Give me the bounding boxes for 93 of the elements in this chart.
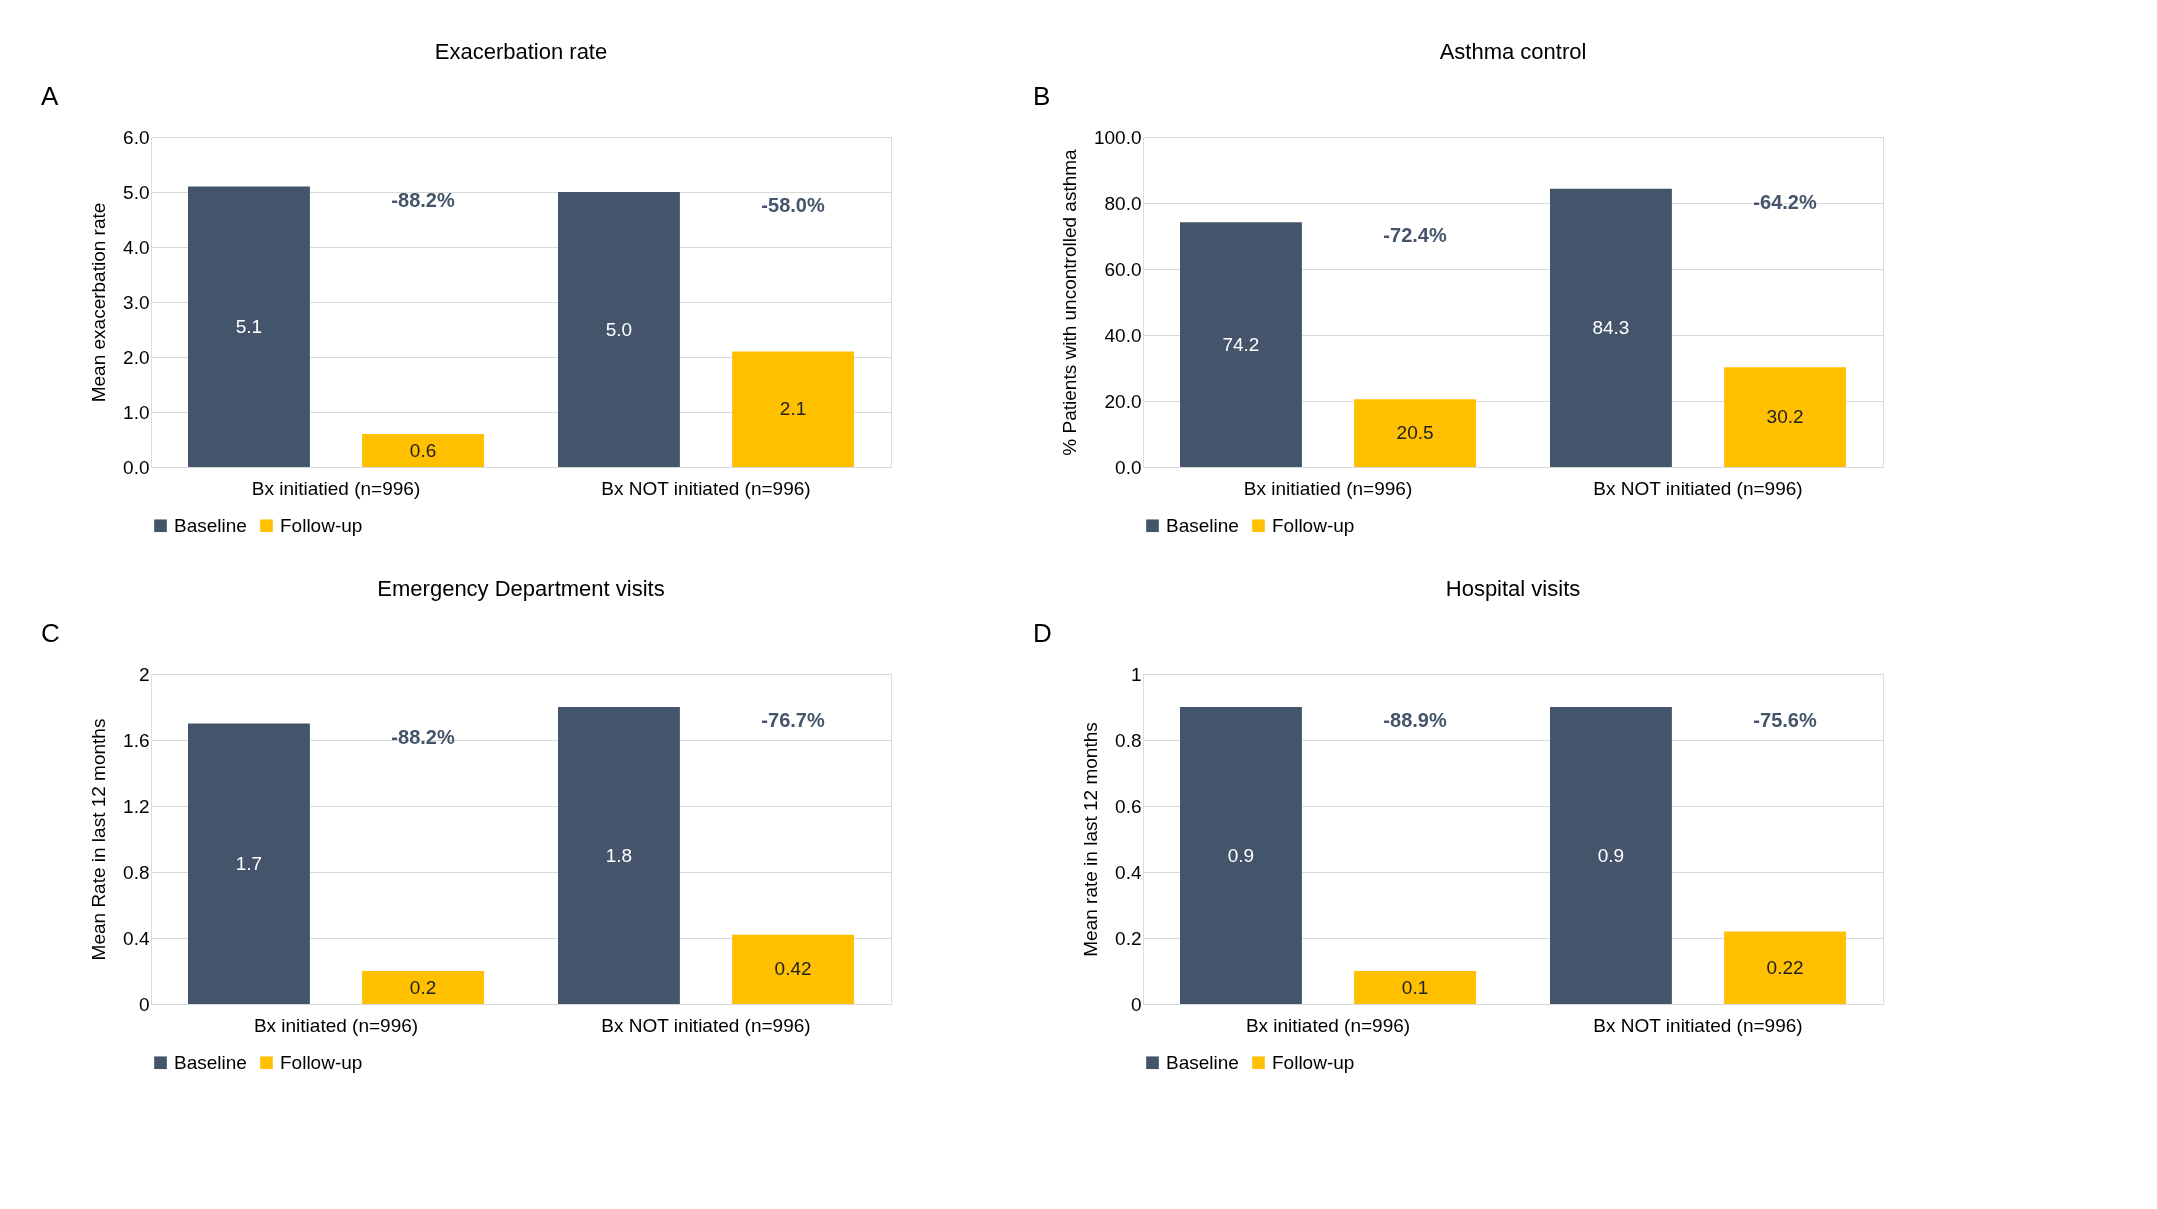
- data-label: 0.42: [774, 958, 812, 980]
- text: B: [1033, 81, 1051, 111]
- legend-label: Follow-up: [280, 1051, 363, 1073]
- y-tick-label: 0: [1130, 993, 1142, 1015]
- y-tick-label: 0.0: [1115, 456, 1142, 478]
- y-tick-label: 6.0: [123, 126, 150, 148]
- legend-label: Follow-up: [1272, 514, 1355, 536]
- annotation: -58.0%: [761, 194, 825, 216]
- bar: [1724, 931, 1846, 1004]
- data-label: 5.0: [605, 318, 633, 340]
- y-axis-title: Mean Rate in last 12 months: [88, 718, 110, 961]
- y-tick-label: 0.8: [123, 861, 150, 883]
- x-tick-label: Bx NOT initiated (n=996): [1593, 477, 1803, 499]
- bar: [1724, 367, 1846, 467]
- data-label: 1.8: [605, 844, 633, 866]
- bar: [1180, 222, 1302, 467]
- legend-label: Baseline: [1166, 514, 1239, 536]
- data-label: 0.2: [409, 976, 437, 998]
- x-tick-label: Bx initiated (n=996): [253, 1014, 419, 1036]
- data-label: 84.3: [1592, 316, 1630, 338]
- legend-label: Follow-up: [1272, 1051, 1355, 1073]
- data-label: 0.22: [1766, 956, 1804, 978]
- bar: [732, 351, 854, 467]
- text: A: [41, 81, 59, 111]
- data-label: 2.1: [779, 398, 807, 420]
- legend-label: Baseline: [1166, 1051, 1239, 1073]
- y-axis-title: % Patients with uncontrolled asthma: [1058, 148, 1080, 456]
- data-label: 1.7: [235, 852, 263, 874]
- chart-title: Asthma control: [1439, 39, 1587, 64]
- data-label: 30.2: [1766, 406, 1804, 428]
- y-tick-label: 1.6: [123, 729, 150, 751]
- data-label: 0.9: [1597, 844, 1625, 866]
- y-tick-label: 0.6: [1115, 795, 1142, 817]
- y-tick-label: 2.0: [123, 346, 150, 368]
- bar: [1550, 188, 1672, 467]
- data-label: 20.5: [1396, 422, 1434, 444]
- y-tick-label: 3.0: [123, 291, 150, 313]
- text: C: [41, 618, 60, 648]
- y-tick-label: 2: [138, 663, 150, 685]
- annotation: -88.2%: [391, 188, 455, 211]
- chart-title: Exacerbation rate: [434, 39, 608, 64]
- y-tick-label: 40.0: [1104, 324, 1142, 346]
- y-tick-label: 60.0: [1104, 258, 1142, 280]
- data-label: 5.1: [235, 315, 263, 337]
- x-tick-label: Bx initiatied (n=996): [251, 477, 421, 499]
- x-tick-label: Bx NOT initiated (n=996): [1593, 1014, 1803, 1036]
- y-axis-title: Mean rate in last 12 months: [1080, 722, 1102, 957]
- data-label: 74.2: [1222, 333, 1260, 355]
- y-tick-label: 80.0: [1104, 192, 1142, 214]
- y-tick-label: 0.0: [123, 456, 150, 478]
- x-tick-label: Bx NOT initiated (n=996): [601, 1014, 811, 1036]
- annotation: -88.2%: [391, 725, 455, 748]
- x-tick-label: Bx initiatied (n=996): [1243, 477, 1413, 499]
- y-tick-label: 5.0: [123, 181, 150, 203]
- annotation: -64.2%: [1753, 190, 1817, 213]
- bar: [732, 934, 854, 1004]
- legend-label: Baseline: [174, 1051, 247, 1073]
- chart-title: Hospital visits: [1445, 576, 1581, 601]
- legend-label: Baseline: [174, 514, 247, 536]
- data-label: 0.6: [409, 439, 437, 461]
- annotation: -75.6%: [1753, 709, 1817, 731]
- bar: [1180, 707, 1302, 1004]
- y-axis-title: Mean exacerbation rate: [88, 202, 110, 403]
- bar: [558, 707, 680, 1004]
- y-tick-label: 0.4: [1115, 861, 1142, 883]
- annotation: -72.4%: [1383, 224, 1447, 247]
- y-tick-label: 20.0: [1104, 390, 1142, 412]
- y-tick-label: 1.0: [123, 401, 150, 423]
- y-tick-label: 1: [1130, 663, 1142, 685]
- bar: [1354, 971, 1476, 1004]
- bar: [558, 192, 680, 467]
- bar: [188, 723, 310, 1004]
- bar: [1354, 399, 1476, 467]
- bar: [188, 186, 310, 467]
- data-label: 0.9: [1227, 844, 1255, 866]
- annotation: -88.9%: [1383, 709, 1447, 731]
- y-tick-label: 0.8: [1115, 729, 1142, 751]
- bar: [362, 434, 484, 467]
- x-tick-label: Bx NOT initiated (n=996): [601, 477, 811, 499]
- x-tick-label: Bx initiated (n=996): [1245, 1014, 1411, 1036]
- y-tick-label: 0.4: [123, 927, 150, 949]
- annotation: -76.7%: [761, 709, 825, 731]
- y-tick-label: 4.0: [123, 236, 150, 258]
- y-tick-label: 0.2: [1115, 927, 1142, 949]
- chart-title: Emergency Department visits: [377, 576, 665, 601]
- text: D: [1033, 618, 1052, 648]
- data-label: 0.1: [1401, 976, 1429, 998]
- y-tick-label: 0: [138, 993, 150, 1015]
- y-tick-label: 1.2: [123, 795, 150, 817]
- y-tick-label: 100.0: [1093, 126, 1142, 148]
- legend-label: Follow-up: [280, 514, 363, 536]
- bar: [362, 971, 484, 1004]
- bar: [1550, 707, 1672, 1004]
